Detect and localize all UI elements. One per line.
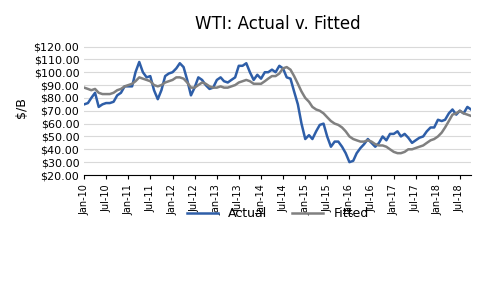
Line: Actual: Actual: [84, 62, 471, 162]
Title: WTI: Actual v. Fitted: WTI: Actual v. Fitted: [195, 15, 361, 33]
Y-axis label: $/B: $/B: [15, 97, 28, 118]
Line: Fitted: Fitted: [84, 67, 471, 153]
Legend: Actual, Fitted: Actual, Fitted: [182, 202, 374, 225]
